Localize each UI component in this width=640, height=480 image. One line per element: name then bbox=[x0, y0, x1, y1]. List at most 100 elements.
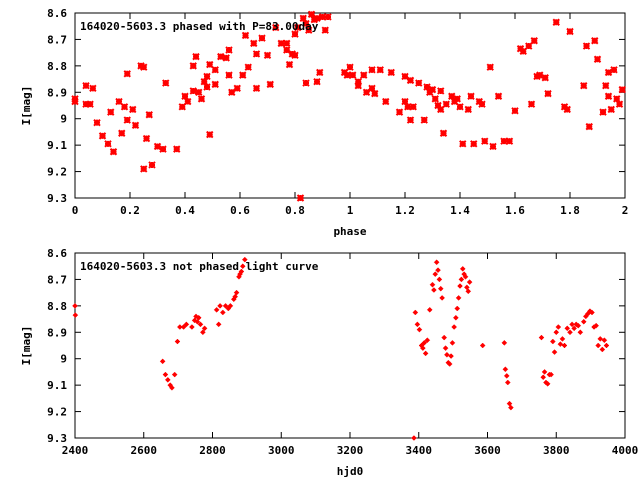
phased-data-point bbox=[263, 51, 272, 59]
phased-data-point bbox=[162, 79, 170, 87]
unphased-data-point bbox=[453, 314, 459, 321]
phased-data-point bbox=[137, 62, 145, 70]
phased-data-point bbox=[437, 105, 445, 114]
phased-light-curve-plot: phase I[mag] 0 0.2 0.4 0.6 0.8 1 1.2 1.4 1.6 1.8 2… bbox=[20, 7, 628, 238]
unphased-y-tick-label: 8.9 bbox=[47, 326, 67, 339]
unphased-data-point bbox=[540, 374, 547, 381]
unphased-data-point bbox=[439, 295, 445, 301]
phased-data-point bbox=[148, 161, 156, 169]
phased-data-point bbox=[153, 142, 162, 151]
unphased-data-point bbox=[548, 371, 554, 378]
phased-data-point bbox=[582, 42, 591, 50]
unphased-y-tick-label: 8.7 bbox=[47, 273, 67, 286]
phased-data-point bbox=[324, 13, 332, 21]
unphased-data-point bbox=[462, 273, 469, 280]
unphased-x-tick-label: 2600 bbox=[131, 444, 158, 457]
unphased-data-point bbox=[458, 276, 465, 283]
unphased-data-point bbox=[241, 256, 248, 263]
phased-data-point bbox=[533, 72, 541, 81]
unphased-data-point bbox=[426, 306, 433, 313]
unphased-data-point bbox=[201, 325, 208, 332]
phased-data-point bbox=[272, 23, 280, 32]
phased-data-point bbox=[368, 66, 376, 74]
phased-data-point bbox=[129, 105, 137, 114]
unphased-data-point bbox=[72, 303, 78, 309]
phased-data-point bbox=[552, 18, 560, 26]
phased-data-point bbox=[362, 88, 371, 96]
phased-data-point bbox=[299, 14, 307, 22]
unphased-data-point bbox=[454, 305, 461, 312]
phased-data-point bbox=[140, 63, 148, 71]
phased-data-point bbox=[118, 129, 126, 137]
phased-data-point bbox=[519, 47, 527, 56]
phased-data-point bbox=[192, 52, 200, 61]
phased-data-point bbox=[360, 71, 368, 79]
phased-data-point bbox=[541, 74, 549, 82]
phased-data-point bbox=[211, 66, 219, 74]
unphased-data-point bbox=[195, 314, 202, 321]
phased-data-point bbox=[434, 101, 442, 110]
phased-data-point bbox=[131, 121, 140, 130]
phased-data-point bbox=[285, 60, 294, 69]
unphased-plot-frame bbox=[74, 252, 626, 439]
phased-data-point bbox=[387, 68, 395, 77]
unphased-data-point bbox=[559, 336, 566, 342]
phased-data-point bbox=[107, 108, 115, 116]
phased-plot-title: 164020-5603.3 phased with P=83.00day bbox=[80, 20, 319, 33]
phased-data-point bbox=[313, 14, 321, 22]
phased-data-point bbox=[266, 80, 274, 89]
phased-x-tick-label: 1 bbox=[347, 204, 354, 217]
unphased-x-tick-label: 3400 bbox=[406, 444, 433, 457]
unphased-data-point bbox=[459, 266, 466, 272]
unphased-data-point bbox=[451, 324, 458, 330]
unphased-data-point bbox=[432, 271, 439, 277]
unphased-y-tick-label: 8.6 bbox=[47, 247, 67, 260]
unphased-data-point bbox=[557, 341, 564, 348]
phased-data-point bbox=[123, 70, 131, 78]
unphased-data-point bbox=[465, 288, 472, 295]
phased-data-point bbox=[404, 103, 412, 111]
unphased-data-point bbox=[189, 324, 195, 330]
phased-data-point bbox=[371, 89, 379, 98]
phased-data-point bbox=[189, 87, 197, 95]
phased-data-point bbox=[291, 51, 299, 59]
unphased-x-tick-label: 3200 bbox=[337, 444, 364, 457]
phased-data-point bbox=[607, 105, 615, 114]
phased-data-point bbox=[346, 63, 354, 71]
phased-data-point bbox=[258, 34, 266, 42]
unphased-data-point bbox=[162, 371, 169, 378]
unphased-data-point bbox=[222, 303, 229, 309]
unphased-data-point bbox=[508, 404, 514, 411]
unphased-data-point bbox=[219, 309, 226, 316]
phased-x-tick-label: 1.6 bbox=[505, 204, 525, 217]
unphased-data-point bbox=[194, 318, 201, 325]
phased-data-point bbox=[505, 137, 514, 145]
phased-data-point bbox=[145, 111, 153, 119]
phased-data-point bbox=[494, 92, 503, 100]
unphased-data-point bbox=[446, 361, 453, 367]
phased-data-point bbox=[203, 72, 211, 81]
unphased-y-tick-label: 9.1 bbox=[47, 379, 67, 392]
phased-y-tick-label: 9.3 bbox=[47, 192, 67, 205]
unphased-x-tick-label: 4000 bbox=[612, 444, 639, 457]
phased-data-point bbox=[93, 118, 101, 127]
unphased-y-tick-label: 9.3 bbox=[47, 432, 67, 445]
unphased-y-tick-label: 9 bbox=[60, 353, 67, 366]
unphased-data-point bbox=[217, 303, 223, 309]
phased-data-point bbox=[120, 103, 129, 111]
unphased-data-point bbox=[180, 324, 187, 330]
phased-data-point bbox=[544, 89, 552, 98]
phased-data-point bbox=[593, 55, 602, 63]
unphased-data-point bbox=[424, 337, 431, 344]
phased-data-point bbox=[406, 116, 415, 124]
phased-y-axis-label: I[mag] bbox=[20, 86, 33, 126]
unphased-x-tick-label: 2800 bbox=[199, 444, 226, 457]
unphased-data-point bbox=[422, 350, 429, 357]
phased-data-point bbox=[395, 108, 404, 116]
phased-data-point bbox=[478, 100, 486, 108]
phased-data-point bbox=[283, 39, 291, 48]
unphased-data-point bbox=[580, 318, 587, 325]
unphased-data-point bbox=[193, 313, 199, 320]
unphased-data-point bbox=[169, 384, 175, 391]
phased-data-point bbox=[225, 71, 233, 79]
